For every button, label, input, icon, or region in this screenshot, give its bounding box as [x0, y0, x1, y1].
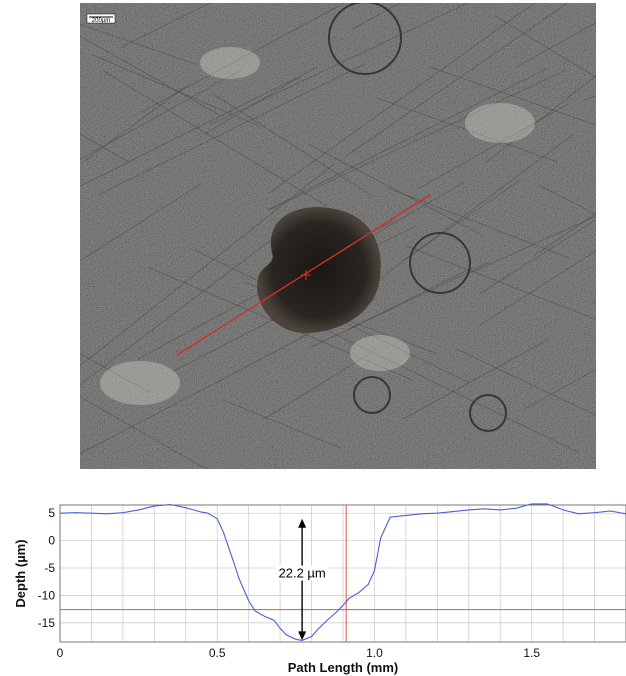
depth-arrow-head-up	[298, 518, 307, 528]
plot-frame	[59, 504, 626, 643]
y-tick-label: 0	[48, 534, 55, 548]
depth-profile-chart: 22.2 µm 5 0 -5 -10 -15 0 0.5 1.0 1.5 Depth (µm)…	[13, 503, 626, 675]
depth-profile-line	[59, 503, 626, 641]
x-axis-label: Path Length (mm)	[288, 660, 399, 675]
x-tick-label: 1.0	[366, 646, 383, 660]
reference-lines	[60, 505, 626, 642]
x-tick-label: 1.5	[523, 646, 540, 660]
y-tick-label: -5	[44, 561, 55, 575]
series-layer	[59, 503, 626, 641]
scale-bar-label: 200µm	[92, 18, 110, 24]
x-tick-label: 0.5	[209, 646, 226, 660]
y-axis-label: Depth (µm)	[13, 539, 28, 607]
crosshair-marker	[301, 270, 311, 280]
x-axis-ticks: 0 0.5 1.0 1.5	[57, 646, 541, 660]
y-tick-label: -10	[38, 588, 56, 602]
depth-label-background	[275, 565, 330, 581]
micrograph-image: 200µm	[80, 3, 596, 469]
depth-label: 22.2 µm	[279, 566, 326, 581]
scale-bar: 200µm	[86, 13, 116, 24]
depth-arrow-head-down	[298, 631, 307, 641]
depth-annotation: 22.2 µm	[275, 518, 330, 641]
y-tick-label: 5	[48, 506, 55, 520]
x-tick-label: 0	[57, 646, 64, 660]
y-axis-ticks: 5 0 -5 -10 -15	[38, 506, 56, 630]
grid	[60, 505, 626, 642]
y-tick-label: -15	[38, 616, 56, 630]
